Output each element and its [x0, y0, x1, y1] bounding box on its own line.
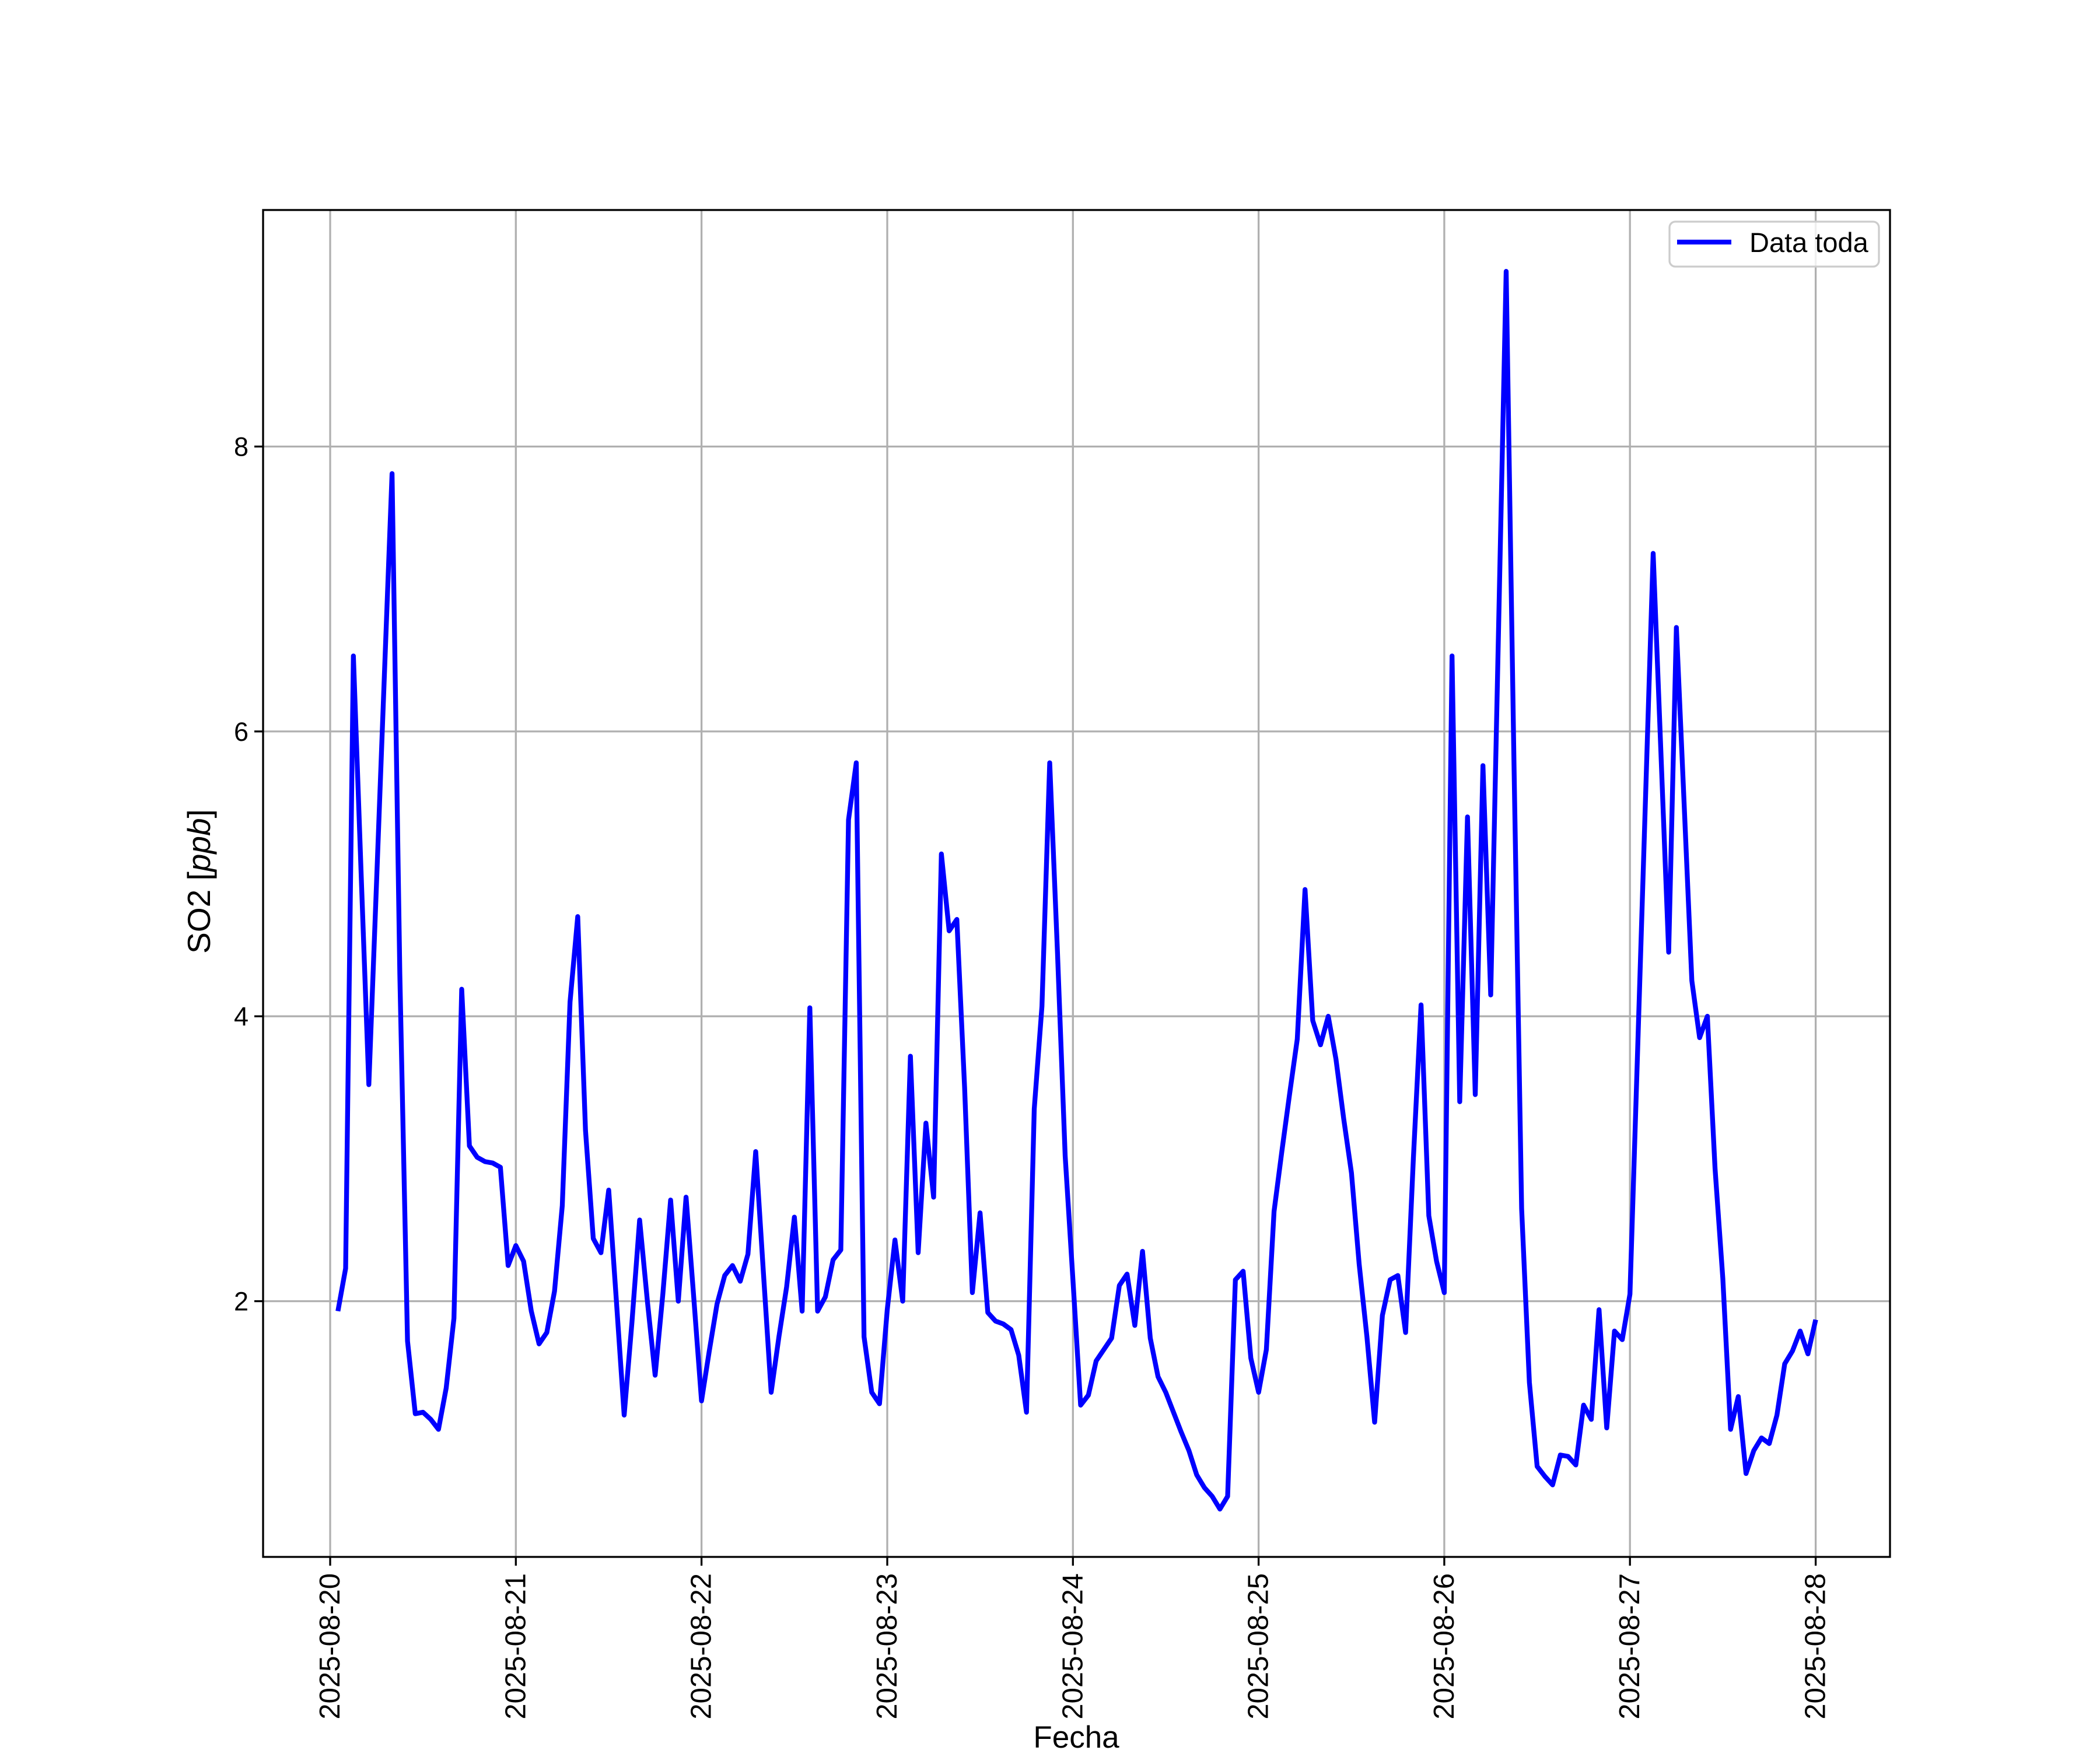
svg-text:2025-08-21: 2025-08-21 [500, 1573, 531, 1720]
svg-text:2025-08-23: 2025-08-23 [872, 1573, 903, 1720]
svg-text:2025-08-20: 2025-08-20 [314, 1573, 346, 1720]
svg-text:2025-08-24: 2025-08-24 [1057, 1573, 1088, 1720]
svg-text:2025-08-28: 2025-08-28 [1800, 1573, 1832, 1720]
svg-text:SO2 [ppb]: SO2 [ppb] [181, 809, 217, 954]
svg-text:2025-08-22: 2025-08-22 [686, 1573, 718, 1720]
svg-text:6: 6 [234, 717, 249, 747]
svg-text:Fecha: Fecha [1033, 1720, 1119, 1750]
svg-text:2025-08-26: 2025-08-26 [1429, 1573, 1460, 1720]
svg-text:2025-08-27: 2025-08-27 [1614, 1573, 1646, 1720]
svg-text:4: 4 [234, 1002, 249, 1031]
svg-text:2025-08-25: 2025-08-25 [1243, 1573, 1275, 1720]
svg-text:8: 8 [234, 432, 249, 462]
svg-text:2: 2 [234, 1287, 249, 1317]
svg-text:Data toda: Data toda [1749, 227, 1869, 258]
